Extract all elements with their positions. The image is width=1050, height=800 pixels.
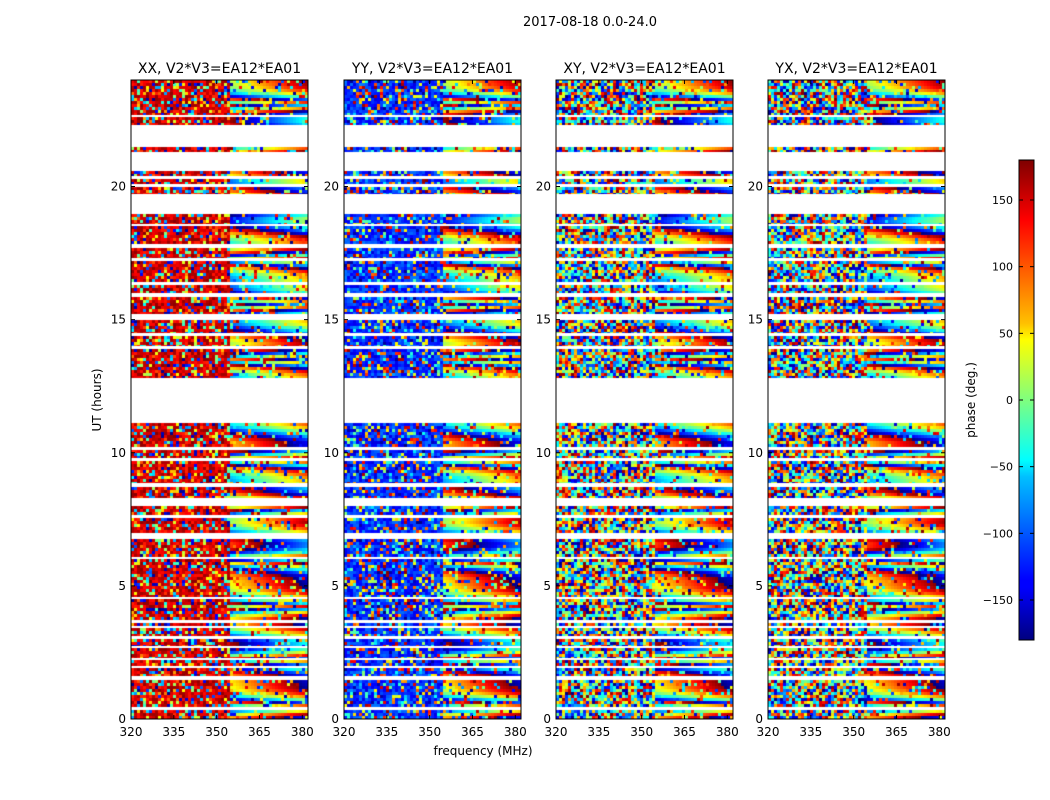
y-tick-label: 5 [755,579,763,593]
y-tick-label: 0 [755,712,763,726]
colorbar-tick-label: 150 [992,194,1013,207]
figure-suptitle: 2017-08-18 0.0-24.0 [523,15,657,30]
x-tick-label: 350 [842,725,865,739]
panel-3-title: XY, V2*V3=EA12*EA01 [563,61,725,77]
x-tick-label: 380 [928,725,951,739]
y-tick-label: 20 [748,180,763,194]
y-tick-label: 20 [324,180,339,194]
y-tick-label: 10 [324,446,339,460]
panel-1: XX, V2*V3=EA12*EA01 320 335 350 365 380 0 5 10 15… [111,61,314,739]
y-axis-label: UT (hours) [90,368,104,431]
x-tick-label: 350 [418,725,441,739]
panel-3: XY, V2*V3=EA12*EA01 320 335 350 365 380 0 5 10 15… [536,61,739,739]
y-tick-label: 5 [331,579,339,593]
panel-2-title: YY, V2*V3=EA12*EA01 [351,61,513,77]
y-tick-label: 0 [543,712,551,726]
x-tick-label: 335 [799,725,822,739]
x-axis-label: frequency (MHz) [433,744,532,758]
panel-1-title: XX, V2*V3=EA12*EA01 [138,61,301,77]
x-tick-label: 335 [587,725,610,739]
panel-2-phase-image [344,80,521,719]
panel-3-phase-image [556,80,733,719]
y-tick-label: 10 [536,446,551,460]
colorbar-tick-label: −150 [983,594,1013,607]
x-tick-label: 320 [120,725,143,739]
y-tick-label: 5 [543,579,551,593]
x-tick-label: 320 [333,725,356,739]
panel-2-frame [343,79,522,720]
panel-2: YY, V2*V3=EA12*EA01 320 335 350 365 380 0 5 10 15… [324,61,527,739]
panels: XX, V2*V3=EA12*EA01 320 335 350 365 380 0 5 10 15… [111,61,951,739]
x-tick-label: 380 [291,725,314,739]
panel-1-phase-image [131,80,308,719]
panel-4: YX, V2*V3=EA12*EA01 320 335 350 365 380 0 5 10 15… [748,61,951,739]
x-tick-label: 320 [757,725,780,739]
x-tick-label: 335 [375,725,398,739]
x-tick-label: 350 [205,725,228,739]
colorbar-tick-label: −50 [990,461,1013,474]
y-tick-label: 5 [118,579,126,593]
colorbar-tick-label: 100 [992,261,1013,274]
panel-4-phase-image [768,80,945,719]
x-tick-label: 380 [504,725,527,739]
x-tick-label: 365 [461,725,484,739]
panel-4-frame [767,79,946,720]
colorbar: −150 −100 −50 0 50 100 150 phase (deg.) [964,159,1035,641]
x-tick-label: 320 [545,725,568,739]
y-tick-label: 15 [324,313,339,327]
x-tick-label: 380 [716,725,739,739]
x-tick-label: 335 [162,725,185,739]
colorbar-tick-label: 50 [999,327,1013,340]
y-tick-label: 15 [748,313,763,327]
colorbar-ticks: −150 −100 −50 0 50 100 150 [983,194,1034,607]
colorbar-label: phase (deg.) [964,362,978,438]
y-tick-label: 0 [331,712,339,726]
x-tick-label: 365 [885,725,908,739]
colorbar-tick-label: −100 [983,527,1013,540]
x-tick-label: 365 [248,725,271,739]
y-tick-label: 20 [111,180,126,194]
panel-3-frame [555,79,734,720]
panel-4-title: YX, V2*V3=EA12*EA01 [774,61,937,77]
y-tick-label: 10 [111,446,126,460]
x-tick-label: 365 [673,725,696,739]
y-tick-label: 15 [111,313,126,327]
colorbar-tick-label: 0 [1006,394,1013,407]
y-tick-label: 10 [748,446,763,460]
panel-1-frame [130,79,309,720]
y-tick-label: 15 [536,313,551,327]
y-tick-label: 20 [536,180,551,194]
x-tick-label: 350 [630,725,653,739]
y-tick-label: 0 [118,712,126,726]
